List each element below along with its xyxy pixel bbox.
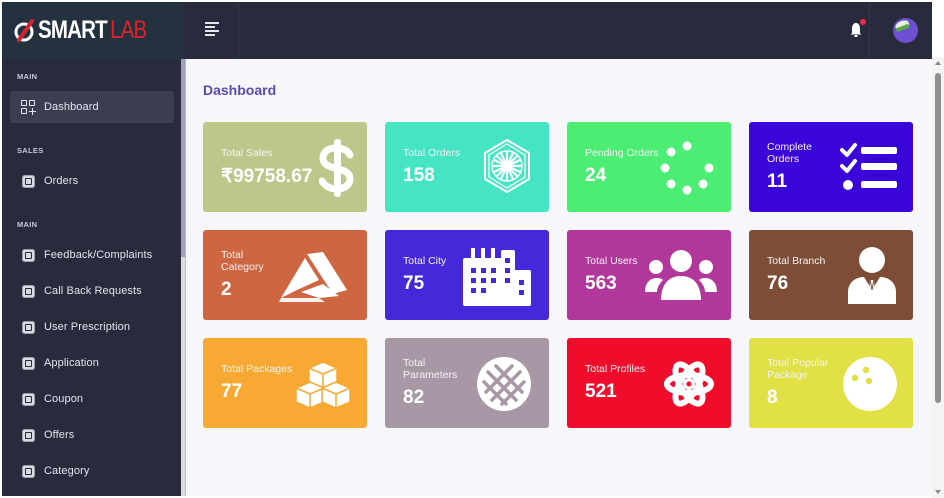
stat-card-complete-orders[interactable]: Complete Orders 11	[749, 122, 913, 212]
sidebar-item-label: Feedback/Complaints	[44, 249, 153, 261]
card-label: Total Users	[585, 255, 638, 267]
hamburger-menu-icon[interactable]	[205, 22, 219, 36]
scroll-up-arrow-icon[interactable]	[935, 61, 941, 65]
page-scrollbar[interactable]	[932, 57, 944, 498]
brand-name: SMART LAB	[38, 16, 147, 44]
card-label: Pending Orders	[585, 147, 659, 159]
sidebar-item-label: Category	[44, 465, 90, 477]
card-value: 82	[403, 387, 425, 408]
divider	[185, 59, 186, 496]
sidebar-item-user-prescription[interactable]: User Prescription	[10, 311, 174, 343]
logo-mark-icon	[14, 18, 35, 42]
sidebar-section-label: MAIN	[17, 220, 38, 229]
card-label: Total Orders	[403, 147, 461, 159]
user-avatar[interactable]	[893, 18, 918, 43]
chip-icon	[21, 174, 36, 189]
stat-card-total-users[interactable]: Total Users 563	[567, 230, 731, 320]
sidebar-item-application[interactable]: Application	[10, 347, 174, 379]
card-value: 76	[767, 273, 789, 294]
page-scrollbar-thumb[interactable]	[935, 73, 941, 403]
sidebar-item-orders[interactable]: Orders	[10, 165, 174, 197]
sidebar-item-label: Application	[44, 357, 99, 369]
stat-card-pending-orders[interactable]: Pending Orders 24	[567, 122, 731, 212]
card-value: 24	[585, 165, 607, 186]
card-label: Total Category	[221, 249, 264, 273]
sidebar-scrollbar-track[interactable]	[181, 59, 185, 496]
card-label: Total Parameters	[403, 357, 458, 381]
sidebar-item-category[interactable]: Category	[10, 455, 174, 487]
spinner-icon	[660, 141, 714, 195]
sidebar-item-offers[interactable]: Offers	[10, 419, 174, 451]
sidebar-item-feedback-complaints[interactable]: Feedback/Complaints	[10, 239, 174, 271]
card-value: 75	[403, 273, 425, 294]
category-icon	[279, 252, 347, 302]
card-label: Total Packages	[221, 363, 293, 375]
sidebar	[2, 59, 183, 496]
chip-icon	[21, 356, 36, 371]
card-label: Total Popular Package	[767, 357, 829, 381]
sidebar-scrollbar-thumb[interactable]	[181, 59, 185, 257]
cubes-icon	[295, 361, 351, 409]
stat-card-total-profiles[interactable]: Total Profiles 521	[567, 338, 731, 428]
bowling-ball-icon	[843, 357, 897, 411]
sidebar-section-label: SALES	[17, 146, 44, 155]
stat-card-total-category[interactable]: Total Category 2	[203, 230, 367, 320]
bell-icon	[850, 23, 862, 37]
atom-icon	[664, 361, 714, 407]
stat-card-total-parameters[interactable]: Total Parameters 82	[385, 338, 549, 428]
sidebar-item-label: Offers	[44, 429, 75, 441]
sidebar-item-dashboard[interactable]: Dashboard	[10, 91, 174, 123]
notification-button[interactable]	[850, 19, 866, 39]
chip-icon	[21, 284, 36, 299]
sidebar-item-label: User Prescription	[44, 321, 131, 333]
scroll-down-arrow-icon[interactable]	[935, 490, 941, 494]
mesh-circle-icon	[477, 357, 531, 411]
card-value: 563	[585, 273, 617, 294]
chip-icon	[21, 320, 36, 335]
sidebar-item-label: Dashboard	[44, 101, 99, 113]
sidebar-item-label: Coupon	[44, 393, 84, 405]
businessman-icon	[848, 247, 896, 304]
users-group-icon	[645, 250, 717, 300]
chip-icon	[21, 392, 36, 407]
card-value: 521	[585, 381, 617, 402]
app-window: SMART LAB MAIN Dashboard SALES Orders	[2, 2, 932, 496]
card-label: Total Sales	[221, 147, 273, 159]
chip-icon	[21, 464, 36, 479]
card-value: 11	[767, 171, 788, 192]
sidebar-item-coupon[interactable]: Coupon	[10, 383, 174, 415]
stat-card-total-orders[interactable]: Total Orders 158	[385, 122, 549, 212]
chip-icon	[21, 248, 36, 263]
city-building-icon	[463, 248, 531, 306]
divider	[869, 2, 870, 59]
divider	[238, 2, 239, 59]
card-label: Total City	[403, 255, 447, 267]
card-value: 77	[221, 381, 243, 402]
stat-card-total-city[interactable]: Total City 75	[385, 230, 549, 320]
card-value: 2	[221, 279, 232, 300]
card-value: 8	[767, 387, 778, 408]
stat-card-total-sales[interactable]: Total Sales ₹99758.67	[203, 122, 367, 212]
page-title: Dashboard	[203, 82, 277, 98]
stat-card-total-branch[interactable]: Total Branch 76	[749, 230, 913, 320]
top-navbar	[183, 2, 932, 59]
card-value: ₹99758.67	[221, 166, 313, 187]
chip-icon	[21, 428, 36, 443]
dollar-icon	[319, 139, 354, 197]
card-label: Total Profiles	[585, 363, 646, 375]
card-value: 158	[403, 165, 435, 186]
notification-badge	[860, 19, 866, 25]
hexagon-emblem-icon	[484, 138, 530, 194]
card-label: Total Branch	[767, 255, 826, 267]
stat-card-total-popular-package[interactable]: Total Popular Package 8	[749, 338, 913, 428]
sidebar-item-label: Call Back Requests	[44, 285, 142, 297]
checklist-icon	[840, 143, 897, 190]
card-label: Complete Orders	[767, 141, 812, 165]
sidebar-section-label: MAIN	[17, 72, 38, 81]
stat-card-total-packages[interactable]: Total Packages 77	[203, 338, 367, 428]
dashboard-grid-icon	[21, 99, 36, 115]
brand-logo[interactable]: SMART LAB	[2, 2, 183, 59]
sidebar-item-label: Orders	[44, 175, 79, 187]
sidebar-item-call-back-requests[interactable]: Call Back Requests	[10, 275, 174, 307]
